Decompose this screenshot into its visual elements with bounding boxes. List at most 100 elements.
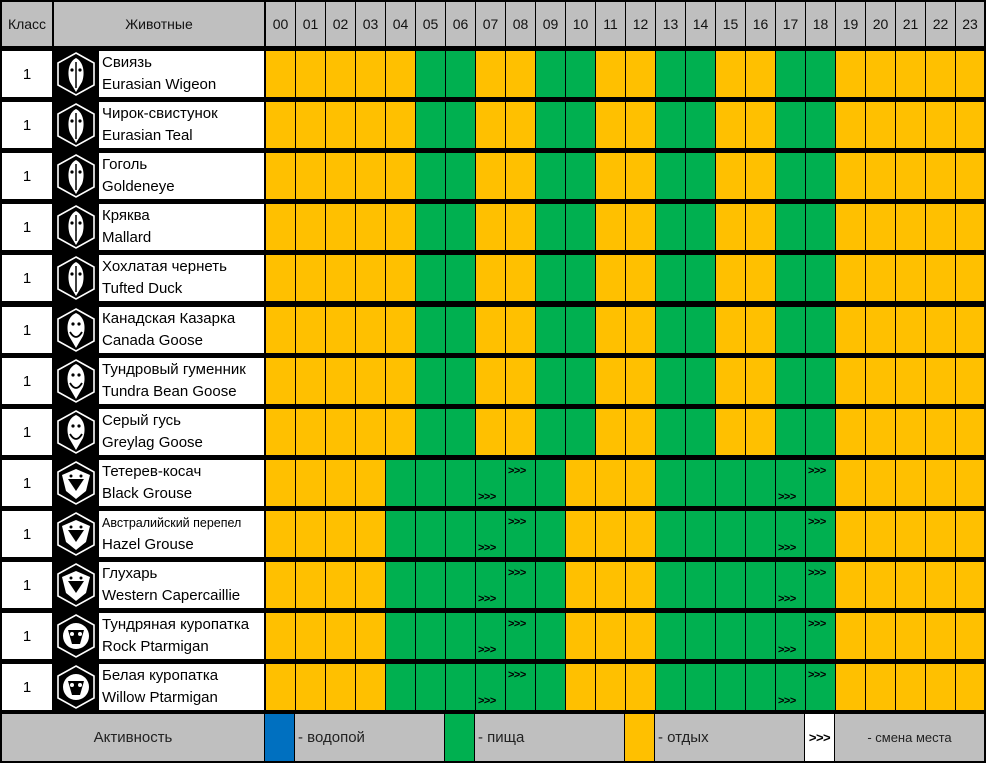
- activity-cell-food: [566, 204, 595, 250]
- activity-cell-rest: [506, 307, 535, 353]
- activity-cell-rest: [476, 409, 505, 455]
- activity-cell-rest: [356, 204, 385, 250]
- legend-title: Активность: [2, 714, 264, 761]
- activity-cell-rest: [926, 307, 955, 353]
- activity-cell-rest: [746, 153, 775, 199]
- activity-cell-rest: [356, 307, 385, 353]
- activity-cell-rest: [746, 255, 775, 301]
- activity-cell-rest: [386, 255, 415, 301]
- activity-cell-rest: [896, 51, 925, 97]
- activity-cell-rest: [476, 102, 505, 148]
- activity-cell-rest: [506, 51, 535, 97]
- activity-cell-rest: [836, 204, 865, 250]
- activity-cell-rest: [836, 51, 865, 97]
- animal-name: Тундряная куропатка Rock Ptarmigan: [99, 613, 264, 659]
- activity-cell-rest: [326, 153, 355, 199]
- activity-cell-food: >>>: [806, 664, 835, 710]
- activity-cell-food: [416, 307, 445, 353]
- class-value: 1: [2, 664, 52, 710]
- activity-cell-food: [416, 51, 445, 97]
- activity-cell-rest: [506, 204, 535, 250]
- activity-cell-rest: [566, 511, 595, 557]
- move-marker: >>>: [508, 618, 526, 630]
- activity-cell-food: [416, 664, 445, 710]
- legend-food-label: - пища: [475, 714, 624, 761]
- activity-cell-rest: [896, 409, 925, 455]
- activity-cell-rest: [356, 613, 385, 659]
- activity-cell-rest: [896, 204, 925, 250]
- activity-cell-rest: [866, 358, 895, 404]
- move-marker: >>>: [778, 644, 796, 656]
- activity-cell-food: [656, 102, 685, 148]
- activity-cell-food: [446, 562, 475, 608]
- activity-cell-rest: [866, 511, 895, 557]
- activity-cell-food: [416, 102, 445, 148]
- activity-cell-rest: [956, 613, 984, 659]
- activity-cell-rest: [386, 358, 415, 404]
- activity-cell-rest: [386, 51, 415, 97]
- activity-cell-food: [446, 358, 475, 404]
- activity-cell-rest: [626, 460, 655, 506]
- activity-cell-food: [536, 460, 565, 506]
- legend-rest-label: - отдых: [655, 714, 804, 761]
- activity-cell-food: [416, 511, 445, 557]
- activity-cell-rest: [896, 307, 925, 353]
- header-hour: 16: [746, 2, 775, 46]
- activity-cell-food: [566, 358, 595, 404]
- activity-cell-food: [566, 409, 595, 455]
- activity-cell-rest: [836, 664, 865, 710]
- activity-cell-rest: [326, 51, 355, 97]
- goose-head-icon: [54, 409, 97, 455]
- activity-cell-rest: [326, 460, 355, 506]
- activity-cell-food: >>>: [476, 511, 505, 557]
- activity-cell-rest: [896, 460, 925, 506]
- activity-cell-food: [806, 204, 835, 250]
- activity-cell-rest: [596, 409, 625, 455]
- activity-cell-rest: [956, 511, 984, 557]
- animal-name-en: Willow Ptarmigan: [102, 689, 218, 706]
- activity-cell-food: [716, 664, 745, 710]
- move-marker: >>>: [478, 593, 496, 605]
- activity-cell-rest: [476, 307, 505, 353]
- class-value: 1: [2, 255, 52, 301]
- grouse-head-icon: [54, 511, 97, 557]
- activity-cell-rest: [836, 613, 865, 659]
- activity-cell-food: [656, 204, 685, 250]
- activity-cell-rest: [956, 51, 984, 97]
- activity-cell-rest: [476, 51, 505, 97]
- activity-cell-rest: [626, 153, 655, 199]
- activity-cell-food: [686, 51, 715, 97]
- header-hour: 22: [926, 2, 955, 46]
- activity-cell-rest: [926, 255, 955, 301]
- activity-cell-food: [386, 613, 415, 659]
- activity-cell-food: [686, 664, 715, 710]
- activity-cell-rest: [326, 307, 355, 353]
- activity-cell-food: [536, 664, 565, 710]
- activity-cell-rest: [326, 409, 355, 455]
- animal-name: Серый гусь Greylag Goose: [99, 409, 264, 455]
- animal-name: Глухарь Western Capercaillie: [99, 562, 264, 608]
- activity-cell-rest: [926, 51, 955, 97]
- activity-cell-food: [656, 51, 685, 97]
- activity-cell-rest: [296, 255, 325, 301]
- activity-cell-rest: [836, 255, 865, 301]
- activity-cell-food: [716, 511, 745, 557]
- move-marker: >>>: [508, 669, 526, 681]
- activity-cell-rest: [296, 51, 325, 97]
- activity-cell-food: [446, 204, 475, 250]
- activity-cell-food: [536, 153, 565, 199]
- animal-name: Свиязь Eurasian Wigeon: [99, 51, 264, 97]
- activity-cell-rest: [716, 255, 745, 301]
- activity-cell-food: [536, 409, 565, 455]
- activity-cell-food: [656, 511, 685, 557]
- activity-cell-food: [776, 102, 805, 148]
- header-hour: 20: [866, 2, 895, 46]
- animal-name-en: Black Grouse: [102, 485, 193, 502]
- activity-cell-rest: [866, 102, 895, 148]
- move-marker: >>>: [508, 516, 526, 528]
- animal-name-ru: Чирок-свистунок: [102, 105, 218, 122]
- animal-name-ru: Серый гусь: [102, 412, 181, 429]
- activity-cell-rest: [386, 153, 415, 199]
- activity-cell-rest: [866, 613, 895, 659]
- animal-name-en: Hazel Grouse: [102, 536, 194, 553]
